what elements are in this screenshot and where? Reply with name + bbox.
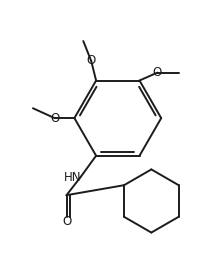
Text: O: O [62,215,71,228]
Text: HN: HN [63,171,81,184]
Text: O: O [50,112,59,125]
Text: O: O [152,66,161,79]
Text: O: O [86,54,95,67]
